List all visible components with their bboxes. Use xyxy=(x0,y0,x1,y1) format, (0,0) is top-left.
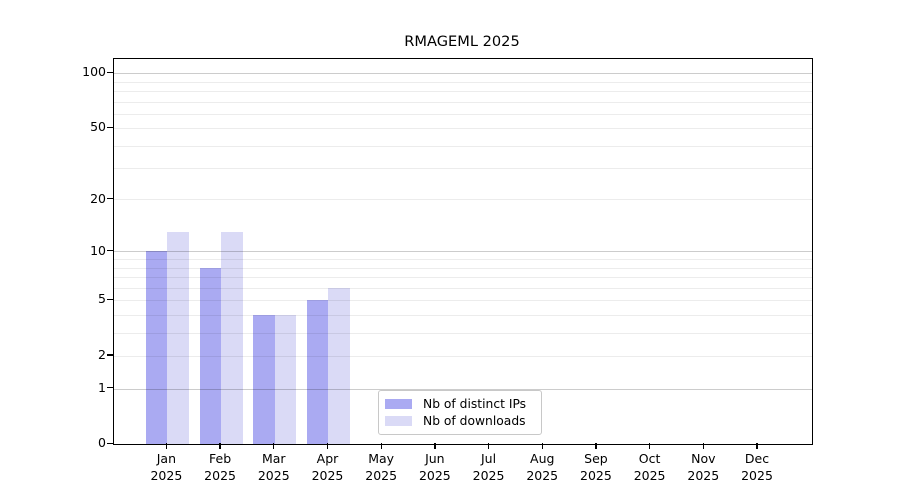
y-tick-mark-1 xyxy=(106,386,113,389)
minor-gridline-4 xyxy=(113,314,812,316)
x-tick-label-aug: Aug 2025 xyxy=(526,451,559,483)
y-tick-label-0: 0 xyxy=(98,435,106,451)
x-tick-label-dec: Dec 2025 xyxy=(741,451,773,483)
y-tick-mark-2 xyxy=(106,354,113,356)
minor-gridline-60 xyxy=(113,113,812,115)
minor-gridline-20 xyxy=(113,199,812,201)
minor-gridline-2 xyxy=(113,355,812,357)
y-tick-mark-100 xyxy=(106,71,113,73)
x-tick-label-apr: Apr 2025 xyxy=(311,451,344,483)
x-tick-label-feb: Feb 2025 xyxy=(204,451,236,483)
x-tick-label-mar: Mar 2025 xyxy=(257,451,290,483)
x-tick-label-may: May 2025 xyxy=(365,451,398,483)
minor-gridline-7 xyxy=(113,277,812,279)
x-tick-mark-aug xyxy=(541,443,543,449)
minor-gridline-5 xyxy=(113,300,812,302)
x-tick-label-oct: Oct 2025 xyxy=(633,451,666,483)
gridlines-layer xyxy=(113,59,812,445)
minor-gridline-3 xyxy=(113,332,812,334)
x-tick-label-sep: Sep 2025 xyxy=(580,451,612,483)
y-tick-mark-0 xyxy=(106,442,113,444)
y-tick-label-2: 2 xyxy=(98,346,106,362)
plot-area xyxy=(112,57,813,446)
minor-gridline-30 xyxy=(113,168,812,170)
minor-gridline-8 xyxy=(113,267,812,269)
y-tick-label-50: 50 xyxy=(90,118,106,134)
y-tick-label-1: 1 xyxy=(98,379,106,395)
minor-gridline-90 xyxy=(113,81,812,83)
legend-label-downloads: Nb of downloads xyxy=(423,413,526,428)
major-gridline-1 xyxy=(113,388,812,390)
minor-gridline-9 xyxy=(113,259,812,261)
x-tick-mark-dec xyxy=(756,443,758,449)
y-tick-label-100: 100 xyxy=(82,63,106,79)
bar-distinct-ips-feb xyxy=(199,267,222,445)
x-tick-mark-may xyxy=(380,443,382,449)
minor-gridline-40 xyxy=(113,145,812,147)
legend-swatch-downloads xyxy=(385,415,412,427)
bar-downloads-apr xyxy=(328,287,350,445)
bars-layer xyxy=(114,59,812,445)
major-gridline-100 xyxy=(113,73,812,75)
legend-swatch-distinct-ips xyxy=(385,398,412,410)
y-tick-mark-20 xyxy=(106,197,113,200)
x-tick-mark-feb xyxy=(219,443,221,449)
x-tick-mark-jun xyxy=(434,443,436,449)
x-tick-label-nov: Nov 2025 xyxy=(687,451,720,483)
y-tick-label-20: 20 xyxy=(90,190,106,206)
x-tick-mark-sep xyxy=(595,443,597,449)
major-gridline-10 xyxy=(113,251,812,253)
minor-gridline-6 xyxy=(113,287,812,289)
x-tick-label-jun: Jun 2025 xyxy=(418,451,451,483)
bar-downloads-jan xyxy=(167,232,189,445)
bar-downloads-feb xyxy=(221,232,243,445)
legend: Nb of distinct IPs Nb of downloads xyxy=(378,390,542,435)
x-tick-mark-mar xyxy=(273,443,275,449)
x-tick-label-jan: Jan 2025 xyxy=(150,451,183,483)
bar-downloads-mar xyxy=(274,314,297,445)
y-tick-label-5: 5 xyxy=(98,290,106,306)
x-tick-mark-apr xyxy=(326,443,329,449)
bar-distinct-ips-mar xyxy=(253,314,275,445)
y-tick-mark-10 xyxy=(106,249,113,252)
chart-title: RMAGEML 2025 xyxy=(404,33,520,50)
legend-label-distinct-ips: Nb of distinct IPs xyxy=(423,396,527,411)
x-tick-mark-oct xyxy=(648,443,651,449)
y-tick-mark-5 xyxy=(106,298,113,300)
y-tick-label-10: 10 xyxy=(90,242,106,258)
x-tick-mark-nov xyxy=(702,443,704,449)
legend-item-distinct-ips: Nb of distinct IPs xyxy=(385,396,537,411)
legend-item-downloads: Nb of downloads xyxy=(385,415,537,427)
bar-distinct-ips-jan xyxy=(145,251,168,445)
x-tick-label-jul: Jul 2025 xyxy=(472,451,505,483)
minor-gridline-70 xyxy=(113,101,812,103)
y-tick-mark-50 xyxy=(106,126,113,128)
minor-gridline-50 xyxy=(113,128,812,130)
minor-gridline-80 xyxy=(113,90,812,92)
x-tick-mark-jan xyxy=(165,443,168,449)
bar-distinct-ips-apr xyxy=(306,300,329,445)
x-tick-mark-jul xyxy=(487,443,490,449)
